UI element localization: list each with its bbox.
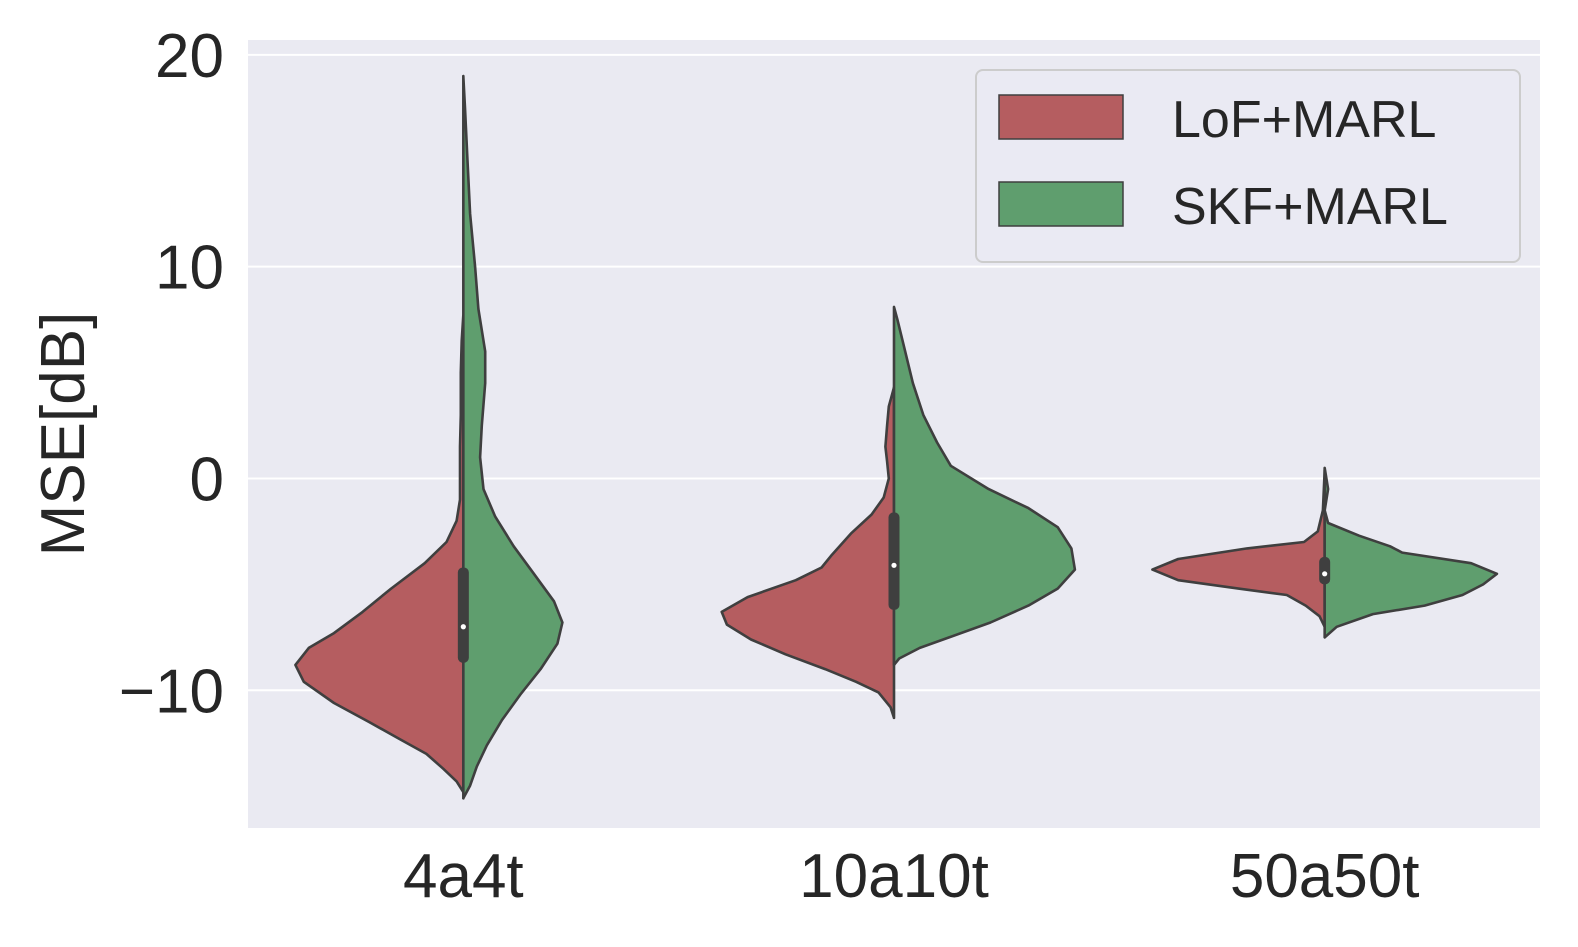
legend-swatch-skf	[998, 181, 1124, 227]
median-marker-10a10t	[891, 562, 897, 568]
legend-swatch-lof	[998, 94, 1124, 140]
inner-box-50a50t	[1319, 556, 1331, 585]
violins	[294, 74, 1499, 800]
y-tick-label: −10	[119, 657, 224, 726]
violin-half-skf-10a10t	[892, 305, 1077, 667]
violin-half-skf-4a4t	[462, 74, 564, 800]
y-tick-label: 0	[190, 445, 224, 514]
legend-label-skf: SKF+MARL	[1172, 178, 1448, 236]
y-tick-label: 20	[155, 22, 224, 91]
violin-half-skf-50a50t	[1323, 466, 1499, 639]
violin-half-lof-10a10t	[720, 386, 896, 720]
x-tick-label: 4a4t	[403, 842, 524, 911]
x-tick-labels: 4a4t 10a10t 50a50t	[403, 842, 1419, 911]
y-tick-label: 10	[155, 234, 224, 303]
y-tick-labels: −10 0 10 20	[119, 22, 224, 726]
y-axis-label: MSE[dB]	[29, 312, 98, 557]
inner-box-4a4t	[457, 567, 469, 663]
x-tick-label: 10a10t	[799, 842, 989, 911]
median-marker-50a50t	[1322, 571, 1328, 577]
x-tick-label: 50a50t	[1230, 842, 1420, 911]
inner-boxes	[457, 512, 1331, 663]
legend-label-lof: LoF+MARL	[1172, 91, 1436, 149]
median-marker-4a4t	[460, 624, 466, 630]
violin-half-lof-4a4t	[294, 314, 465, 794]
legend: LoF+MARL SKF+MARL	[975, 69, 1521, 263]
inner-box-10a10t	[888, 512, 900, 610]
